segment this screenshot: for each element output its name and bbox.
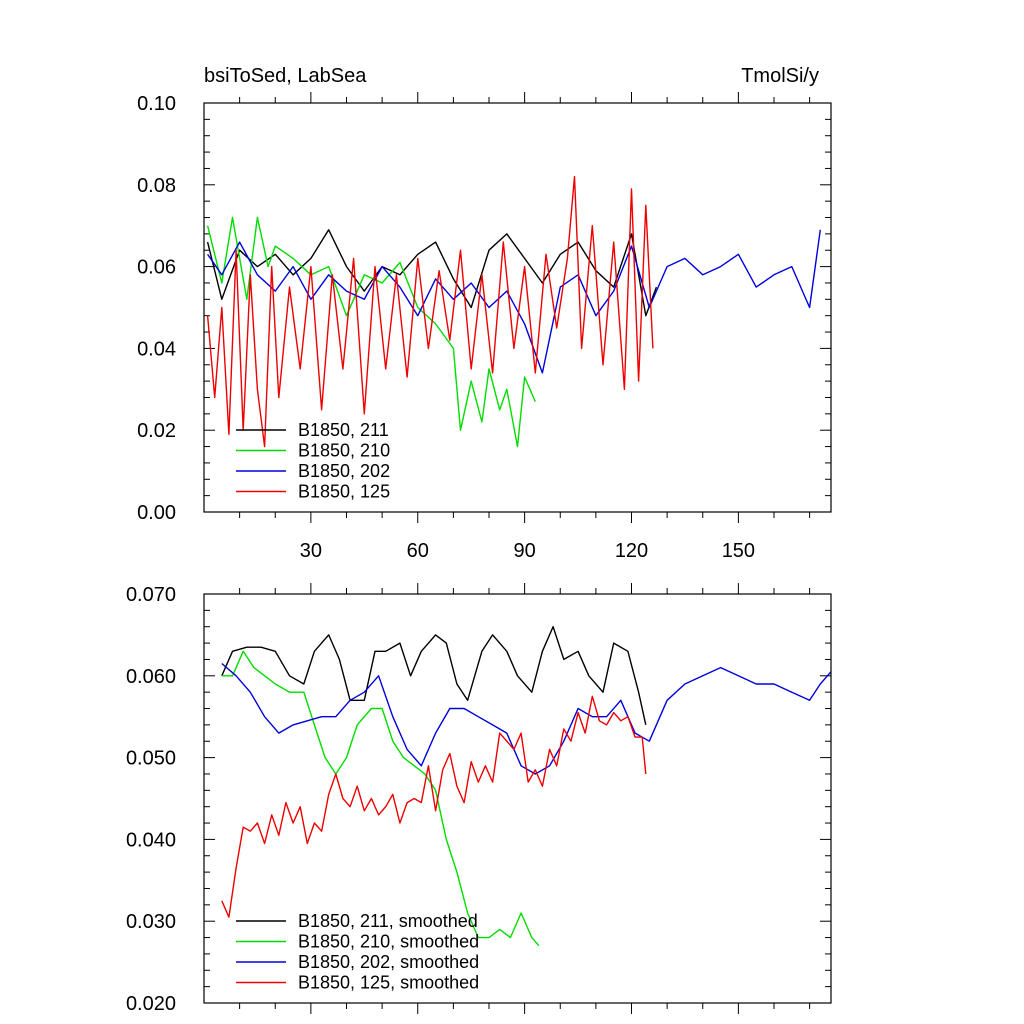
x-tick-label: 30 — [300, 540, 322, 562]
legend-label: B1850, 202, smoothed — [298, 952, 479, 972]
bottom-panel: 0.020 0.030 0.040 0.050 0.060 0.070 B1850, 21… — [126, 583, 832, 1015]
y-tick-label: 0.030 — [126, 911, 176, 933]
y-tick-label: 0.050 — [126, 748, 176, 770]
y-tick-label: 0.060 — [126, 666, 176, 688]
legend-label: B1850, 211, smoothed — [298, 911, 478, 931]
legend-label: B1850, 211 — [298, 420, 389, 440]
series-line — [206, 175, 654, 448]
x-tick-label: 120 — [615, 540, 648, 562]
legend-label: B1850, 125, smoothed — [298, 973, 479, 993]
series-line — [221, 650, 540, 947]
top-panel-series — [206, 175, 821, 448]
series-line — [207, 229, 821, 374]
y-tick-label: 0.040 — [126, 829, 176, 851]
top-panel-ticks: 0.00 0.02 0.04 0.06 0.08 0.10 30 60 90 120 150 — [137, 92, 831, 562]
legend-label: B1850, 125 — [298, 482, 390, 502]
top-panel-frame — [203, 102, 832, 513]
series-line — [221, 695, 647, 918]
series-line — [221, 626, 647, 726]
legend-label: B1850, 202 — [298, 461, 390, 481]
top-panel: bsiToSed, LabSea TmolSi/y 0.000.020.040.… — [137, 65, 832, 562]
y-tick-label: 0.06 — [137, 257, 176, 279]
top-panel-units: TmolSi/y — [741, 65, 819, 87]
legend-label: B1850, 210 — [298, 441, 390, 461]
series-line — [206, 216, 536, 448]
y-tick-label: 0.04 — [137, 338, 176, 360]
x-tick-label: 90 — [514, 540, 536, 562]
series-line — [206, 229, 658, 317]
y-tick-label: 0.070 — [126, 584, 176, 606]
bottom-panel-ticks: 0.020 0.030 0.040 0.050 0.060 0.070 — [126, 583, 831, 1015]
y-tick-label: 0.10 — [137, 93, 176, 115]
x-tick-label: 60 — [407, 540, 429, 562]
top-panel-title: bsiToSed, LabSea — [204, 65, 367, 87]
series-line — [221, 662, 832, 775]
y-tick-label: 0.00 — [137, 502, 176, 524]
bottom-panel-frame — [203, 593, 832, 1004]
y-tick-label: 0.020 — [126, 993, 176, 1015]
bottom-panel-series — [221, 626, 832, 947]
legend-label: B1850, 210, smoothed — [298, 932, 479, 952]
y-tick-label: 0.02 — [137, 420, 176, 442]
y-tick-label: 0.08 — [137, 175, 176, 197]
x-tick-label: 150 — [722, 540, 755, 562]
